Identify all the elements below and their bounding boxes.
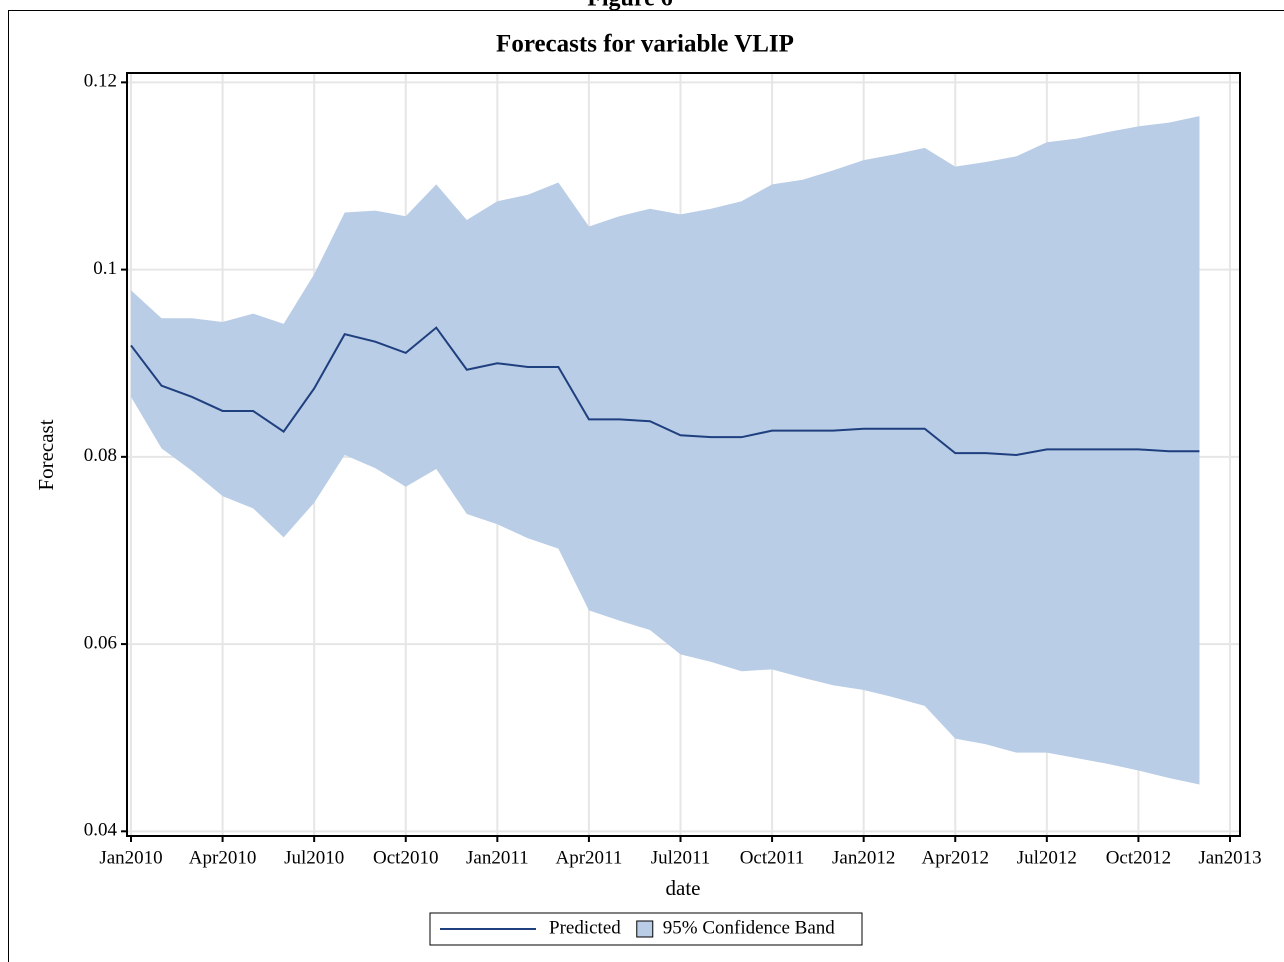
y-axis-label: Forecast bbox=[34, 419, 58, 490]
legend-label: 95% Confidence Band bbox=[663, 917, 836, 938]
x-tick-label: Jan2010 bbox=[99, 847, 162, 868]
x-axis-label: date bbox=[666, 876, 701, 900]
plot-frame bbox=[126, 72, 1241, 837]
confidence-band bbox=[131, 116, 1200, 785]
x-tick-label: Jul2012 bbox=[1017, 847, 1077, 868]
chart-title: Forecasts for variable VLIP bbox=[496, 31, 794, 58]
figure-label: Figure 6 bbox=[587, 0, 673, 12]
line bbox=[130, 326, 1200, 456]
x-tick-label: Oct2011 bbox=[740, 847, 805, 868]
x-tick-label: Apr2010 bbox=[189, 847, 257, 868]
y-tick-label: 0.06 bbox=[84, 632, 117, 653]
legend: Predicted 95% Confidence Band bbox=[429, 912, 863, 946]
x-tick-label: Oct2010 bbox=[373, 847, 438, 868]
plot: 0.04 0.06 0.08 0.1 0.12 Jan2010 Apr2010 Jul2010… bbox=[84, 71, 1262, 869]
legend-swatch bbox=[636, 920, 654, 938]
x-tick-label: Jan2013 bbox=[1198, 847, 1261, 868]
x-tick-label: Oct2012 bbox=[1106, 847, 1171, 868]
x-tick-label: Apr2012 bbox=[921, 847, 989, 868]
figure-frame bbox=[8, 10, 1284, 962]
x-tick-label: Jul2010 bbox=[284, 847, 344, 868]
x-tick-label: Jan2012 bbox=[832, 847, 895, 868]
y-tick-label: 0.04 bbox=[84, 820, 118, 841]
y-tick-label: 0.1 bbox=[93, 258, 117, 279]
x-tick-label: Jan2011 bbox=[466, 847, 529, 868]
y-tick-label: 0.12 bbox=[84, 71, 117, 92]
y-tick-label: 0.08 bbox=[84, 445, 117, 466]
x-tick-label: Jul2011 bbox=[651, 847, 710, 868]
legend-label: Predicted bbox=[549, 917, 621, 938]
x-tick-label: Apr2011 bbox=[555, 847, 622, 868]
